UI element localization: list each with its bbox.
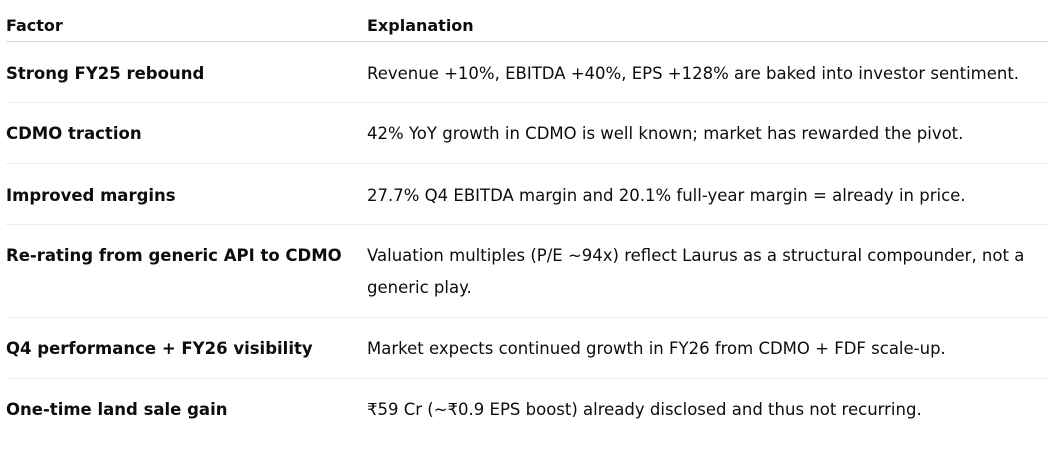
explanation-cell: Market expects continued growth in FY26 … [367,339,946,358]
factor-table: Factor Explanation Strong FY25 rebound R… [6,0,1049,440]
explanation-cell: 27.7% Q4 EBITDA margin and 20.1% full-ye… [367,186,966,205]
table-row: Q4 performance + FY26 visibility Market … [6,318,1049,379]
table-row: CDMO traction 42% YoY growth in CDMO is … [6,103,1049,164]
table-row: Re-rating from generic API to CDMO Valua… [6,225,1049,318]
factor-cell: Improved margins [6,186,176,205]
explanation-cell: 42% YoY growth in CDMO is well known; ma… [367,124,964,143]
table-header-row: Factor Explanation [6,0,1049,42]
factor-cell: Re-rating from generic API to CDMO [6,246,342,265]
table-row: One-time land sale gain ₹59 Cr (~₹0.9 EP… [6,379,1049,440]
factor-cell: CDMO traction [6,124,142,143]
column-header-factor: Factor [6,16,63,35]
table-row: Strong FY25 rebound Revenue +10%, EBITDA… [6,42,1049,103]
factor-cell: Q4 performance + FY26 visibility [6,339,313,358]
column-header-explanation: Explanation [367,16,474,35]
explanation-cell: ₹59 Cr (~₹0.9 EPS boost) already disclos… [367,400,922,419]
explanation-cell: Valuation multiples (P/E ~94x) reflect L… [367,246,1025,297]
factor-cell: One-time land sale gain [6,400,228,419]
table-row: Improved margins 27.7% Q4 EBITDA margin … [6,164,1049,225]
factor-cell: Strong FY25 rebound [6,64,205,83]
explanation-cell: Revenue +10%, EBITDA +40%, EPS +128% are… [367,64,1020,83]
